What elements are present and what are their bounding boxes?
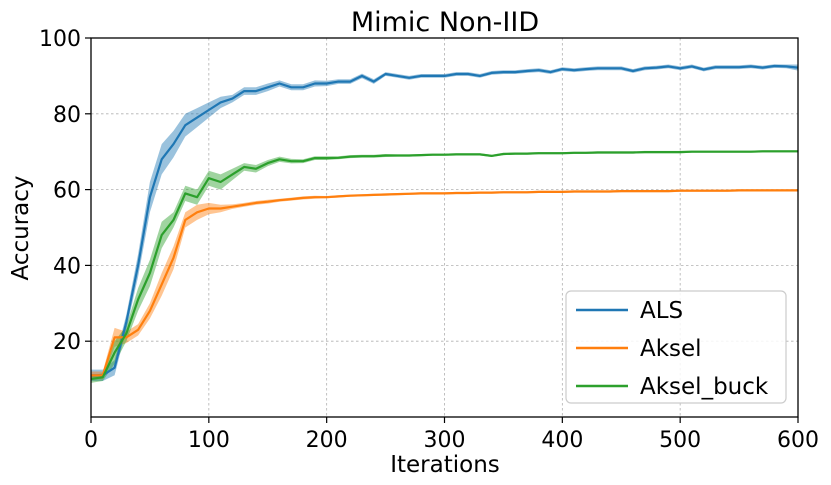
x-axis-label: Iterations <box>390 452 500 478</box>
y-tick-label: 20 <box>53 330 81 355</box>
legend-label-aksel: Aksel <box>640 336 702 362</box>
y-tick-label: 100 <box>39 27 81 52</box>
y-axis-label: Accuracy <box>8 175 34 280</box>
legend: ALS Aksel Aksel_buck <box>565 290 787 404</box>
line-als <box>91 64 799 377</box>
y-axis-ticks: 20 40 60 80 100 <box>39 27 91 355</box>
x-axis-ticks: 0 100 200 300 400 500 600 <box>84 417 819 453</box>
x-tick-label: 100 <box>188 428 230 453</box>
y-tick-label: 80 <box>53 103 81 128</box>
legend-label-als: ALS <box>640 298 683 324</box>
y-tick-label: 40 <box>53 254 81 279</box>
x-tick-label: 400 <box>541 428 583 453</box>
chart-title: Mimic Non-IID <box>351 7 539 38</box>
x-tick-label: 200 <box>306 428 348 453</box>
series-lines <box>90 64 799 381</box>
x-tick-label: 300 <box>424 428 466 453</box>
x-tick-label: 600 <box>777 428 819 453</box>
legend-label-aksel-buck: Aksel_buck <box>640 374 769 400</box>
y-tick-label: 60 <box>53 179 81 204</box>
x-tick-label: 0 <box>84 428 98 453</box>
line-aksel <box>91 189 798 377</box>
line-aksel-buck <box>90 150 798 381</box>
x-tick-label: 500 <box>659 428 701 453</box>
legend-box <box>565 290 787 404</box>
